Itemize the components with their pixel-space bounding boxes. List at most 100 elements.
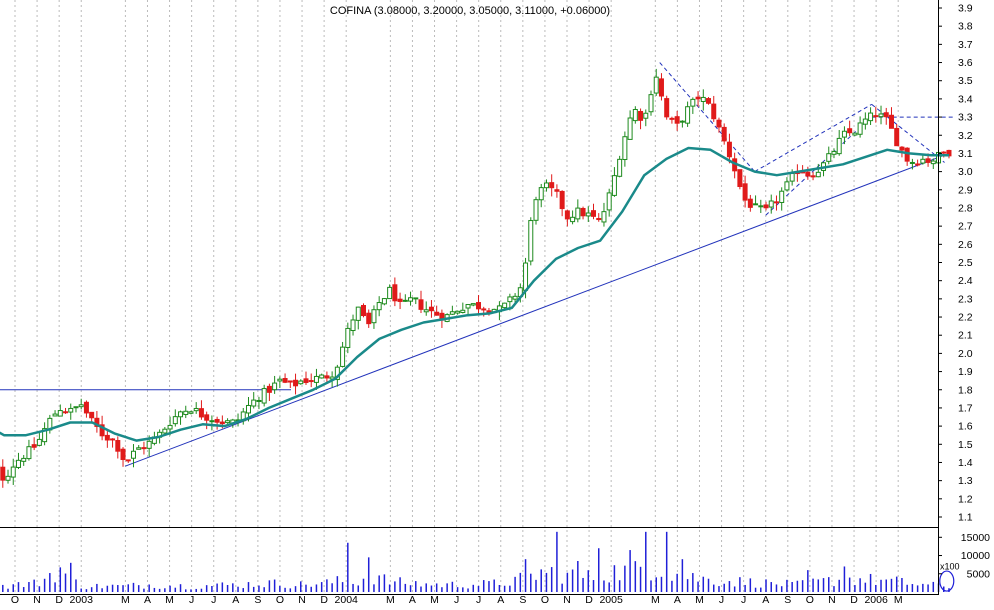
candle-down xyxy=(564,210,570,220)
candle-down xyxy=(638,110,644,121)
candle-up xyxy=(601,211,607,223)
time-tick-label: 2006 xyxy=(864,594,888,606)
candle-up xyxy=(193,407,199,412)
candle-down xyxy=(721,126,727,142)
candle-down xyxy=(83,401,89,414)
time-tick-label: M xyxy=(695,594,704,606)
time-tick-label: J xyxy=(719,594,724,606)
candle-down xyxy=(894,127,900,147)
candle-up xyxy=(920,158,926,164)
candle-up xyxy=(857,122,863,135)
time-tick-label: O xyxy=(806,594,814,606)
candle-up xyxy=(57,410,63,417)
candle-up xyxy=(538,187,544,201)
candle-up xyxy=(648,94,654,113)
candle-up xyxy=(523,262,529,291)
trendline xyxy=(754,103,872,173)
candle-down xyxy=(773,201,779,204)
candle-up xyxy=(42,428,48,443)
candle-down xyxy=(915,163,921,166)
time-tick-label: J xyxy=(476,594,481,606)
time-tick-label: J xyxy=(454,594,459,606)
time-tick-label: M xyxy=(386,594,395,606)
price-tick-label: 3.3 xyxy=(958,112,973,124)
candle-up xyxy=(313,375,319,383)
candle-down xyxy=(476,302,482,310)
candle-up xyxy=(376,302,382,311)
candle-up xyxy=(543,182,549,189)
candle-up xyxy=(408,297,414,302)
candle-down xyxy=(120,448,126,461)
candle-down xyxy=(883,112,889,118)
candle-up xyxy=(5,475,11,481)
candle-up xyxy=(261,388,267,404)
candle-down xyxy=(706,98,712,104)
candle-down xyxy=(397,298,403,302)
candle-down xyxy=(904,147,910,162)
time-tick-label: N xyxy=(828,594,836,606)
time-tick-label: D xyxy=(585,594,593,606)
candle-up xyxy=(831,151,837,155)
candle-up xyxy=(836,137,842,155)
candle-up xyxy=(585,212,591,217)
price-tick-label: 1.2 xyxy=(958,493,973,505)
candle-down xyxy=(89,411,95,419)
candle-up xyxy=(878,113,884,118)
time-tick-label: J xyxy=(189,594,194,606)
price-tick-label: 1.4 xyxy=(958,457,973,469)
price-tick-label: 2.7 xyxy=(958,221,973,233)
candle-up xyxy=(423,309,429,313)
candle-up xyxy=(26,446,32,460)
price-tick-label: 2.2 xyxy=(958,312,973,324)
candle-up xyxy=(188,411,194,414)
candle-up xyxy=(528,220,534,262)
price-tick-label: 3.9 xyxy=(958,3,973,15)
candle-up xyxy=(611,175,617,196)
candle-up xyxy=(470,303,476,306)
price-tick-label: 1.8 xyxy=(958,384,973,396)
candle-down xyxy=(873,115,879,118)
time-tick-label: A xyxy=(762,594,769,606)
volume-tick-label: 5000 xyxy=(967,568,991,580)
price-tick-label: 1.5 xyxy=(958,439,973,451)
time-tick-label: A xyxy=(232,594,239,606)
candle-down xyxy=(664,98,670,118)
candle-up xyxy=(319,374,325,379)
time-tick-label: D xyxy=(55,594,63,606)
time-tick-label: O xyxy=(11,594,19,606)
time-tick-label: A xyxy=(497,594,504,606)
volume-tick-label: 15000 xyxy=(961,532,990,544)
price-tick-label: 3.2 xyxy=(958,130,973,142)
time-tick-label: A xyxy=(144,594,151,606)
trendline-layer xyxy=(0,62,954,467)
candle-down xyxy=(282,378,288,383)
candle-down xyxy=(94,417,100,427)
time-tick-label: N xyxy=(33,594,41,606)
candle-up xyxy=(507,296,513,303)
candle-up xyxy=(172,416,178,425)
candle-down xyxy=(392,284,398,302)
candle-up xyxy=(130,450,136,459)
candle-up xyxy=(862,118,868,125)
candle-up xyxy=(449,311,455,315)
candle-up xyxy=(606,192,612,211)
candle-down xyxy=(925,158,931,163)
candle-down xyxy=(847,128,853,134)
candle-up xyxy=(852,132,858,136)
candle-up xyxy=(815,171,821,178)
candle-down xyxy=(591,210,597,217)
price-tick-label: 1.6 xyxy=(958,421,973,433)
candle-up xyxy=(162,428,168,434)
candle-down xyxy=(805,171,811,177)
candle-up xyxy=(78,404,84,408)
candle-up xyxy=(789,173,795,182)
price-tick-label: 2.5 xyxy=(958,257,973,269)
candle-up xyxy=(841,130,847,138)
candle-up xyxy=(643,112,649,119)
candle-down xyxy=(141,447,147,450)
candle-up xyxy=(73,406,79,409)
candle-down xyxy=(549,182,555,189)
candle-down xyxy=(658,78,664,97)
